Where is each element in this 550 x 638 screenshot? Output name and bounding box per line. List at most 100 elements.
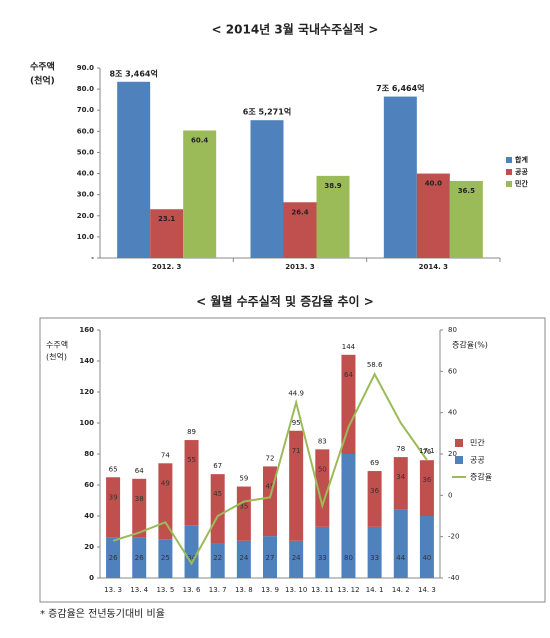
- bar-segment: [393, 457, 408, 510]
- legend-swatch: [506, 181, 512, 187]
- total-label: 95: [292, 419, 301, 427]
- data-label: 27: [266, 554, 275, 562]
- line-label: 17.1: [419, 447, 435, 455]
- data-label: 60.4: [191, 136, 208, 144]
- x-tick-label: 14. 3: [418, 586, 436, 594]
- data-label: 25: [161, 554, 170, 562]
- bar: [283, 202, 317, 258]
- data-label: 24: [239, 554, 248, 562]
- bar-segment: [158, 463, 173, 540]
- y-tick-label: 40.0: [77, 170, 94, 178]
- bar-segment: [289, 430, 304, 541]
- bar-segment: [210, 474, 225, 544]
- y-tick-label: 30.0: [77, 191, 94, 199]
- data-label: 44: [396, 554, 405, 562]
- legend-swatch: [455, 456, 463, 464]
- data-label: 39: [109, 493, 118, 501]
- legend-label: 증감율: [470, 472, 492, 482]
- bar-segment: [106, 477, 121, 538]
- bar-segment: [236, 540, 251, 578]
- y-axis-label: (천억): [30, 75, 55, 87]
- data-label: 8조 3,464억: [109, 68, 157, 78]
- data-label: 23.1: [158, 215, 175, 223]
- y-tick-label: 20.0: [77, 212, 94, 220]
- x-tick-label: 13. 12: [337, 586, 359, 594]
- legend-label: 민간: [515, 179, 528, 188]
- data-label: 40.0: [425, 180, 442, 188]
- bar-segment: [315, 526, 330, 578]
- data-label: 36: [370, 487, 379, 495]
- data-label: 40: [422, 554, 431, 562]
- data-label: 38: [135, 495, 144, 503]
- bar: [316, 175, 350, 258]
- data-label: 22: [213, 554, 222, 562]
- x-tick-label: 2013. 3: [285, 263, 315, 271]
- y2-axis-label: 증감율(%): [452, 340, 488, 350]
- bar-segment: [393, 509, 408, 578]
- bar-segment: [210, 543, 225, 578]
- bar: [250, 120, 284, 259]
- data-label: 24: [292, 554, 301, 562]
- x-tick-label: 13. 7: [209, 586, 227, 594]
- total-label: 69: [370, 459, 379, 467]
- bar-segment: [367, 471, 382, 527]
- data-label: 50: [318, 465, 327, 473]
- y2-tick-label: 40: [448, 409, 457, 417]
- data-label: 33: [318, 554, 327, 562]
- bar: [449, 180, 483, 258]
- x-tick-label: 14. 2: [392, 586, 410, 594]
- y2-tick-label: 0: [448, 491, 452, 499]
- y-axis-label: (천억): [46, 352, 67, 362]
- total-label: 144: [342, 343, 356, 351]
- data-label: 35: [239, 503, 248, 511]
- bar-segment: [263, 536, 277, 578]
- x-tick-label: 2012. 3: [152, 263, 182, 271]
- data-label: 38.9: [324, 182, 341, 190]
- bar: [117, 81, 151, 259]
- y-tick-label: 10.0: [77, 233, 94, 241]
- data-label: 71: [292, 447, 301, 455]
- data-label: 36.5: [458, 187, 475, 195]
- data-label: 6조 5,271억: [243, 107, 291, 117]
- y2-tick-label: -40: [448, 574, 459, 582]
- y-tick-label: 70.0: [77, 106, 94, 114]
- chart-title: < 월별 수주실적 및 증감율 추이 >: [196, 294, 374, 309]
- y-tick-label: 140: [79, 357, 94, 365]
- x-tick-label: 13. 6: [183, 586, 201, 594]
- legend-label: 공공: [470, 456, 485, 465]
- x-tick-label: 13. 5: [156, 586, 174, 594]
- total-label: 65: [109, 465, 118, 473]
- x-tick-label: 13. 11: [311, 586, 333, 594]
- bar-segment: [419, 460, 434, 516]
- legend-swatch: [455, 439, 463, 447]
- chart-border: [39, 317, 546, 603]
- x-tick-label: 13. 3: [104, 586, 122, 594]
- data-label: 36: [422, 476, 431, 484]
- x-tick-label: 13. 8: [235, 586, 253, 594]
- y-tick-label: 80: [84, 450, 94, 458]
- legend-label: 공공: [515, 168, 528, 176]
- data-label: 45: [213, 490, 222, 498]
- bar-segment: [132, 478, 147, 538]
- y-tick-label: 100: [79, 419, 94, 427]
- legend-swatch: [506, 157, 512, 163]
- bar-segment: [236, 486, 251, 541]
- legend-label: 합계: [515, 155, 528, 164]
- x-tick-label: 13. 4: [130, 586, 148, 594]
- bar-segment: [341, 454, 356, 578]
- chart-title: < 2014년 3월 국내수주실적 >: [212, 22, 379, 37]
- line-label: 44.9: [288, 390, 304, 398]
- total-label: 72: [266, 454, 275, 462]
- footnote: * 증감율은 전년동기대비 비율: [40, 608, 165, 620]
- y2-tick-label: 80: [448, 326, 457, 334]
- bar-segment: [132, 537, 147, 578]
- bar-segment: [184, 440, 199, 526]
- data-label: 80: [344, 554, 353, 562]
- total-label: 74: [161, 451, 170, 459]
- data-label: 26.4: [291, 208, 308, 216]
- data-label: 7조 6,464억: [376, 83, 424, 93]
- total-label: 67: [213, 462, 222, 470]
- y-axis-label: 수주액: [30, 61, 55, 73]
- y2-tick-label: -20: [448, 533, 459, 541]
